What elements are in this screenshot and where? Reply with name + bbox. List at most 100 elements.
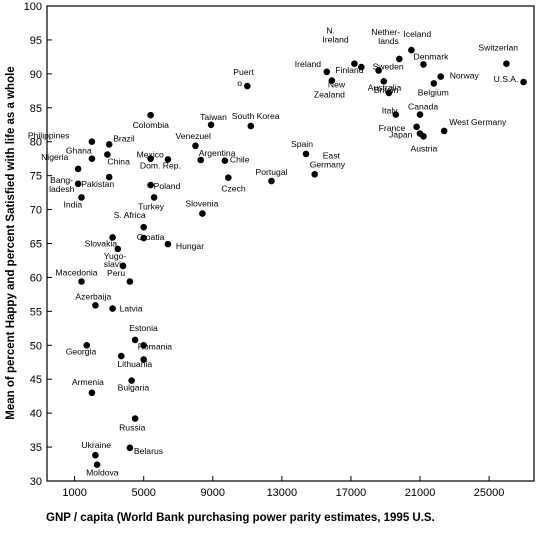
- data-point: [164, 156, 172, 163]
- y-tick-label: 65: [30, 239, 42, 251]
- y-tick-label: 100: [24, 1, 42, 13]
- data-point: [140, 342, 147, 349]
- point-label: Denmark: [414, 51, 450, 61]
- data-point: [88, 389, 96, 397]
- data-point: [323, 68, 331, 76]
- data-point: [126, 444, 134, 452]
- data-point: [104, 151, 111, 158]
- data-point: [92, 451, 99, 459]
- point-labels: IcelandSwitzerlanNether-landsDenmarkN.Ir…: [28, 26, 519, 478]
- point-label: Slovenia: [185, 199, 218, 209]
- x-tick-label: 5000: [131, 487, 155, 499]
- point-label: Taiwan: [200, 112, 227, 122]
- data-point: [302, 150, 310, 158]
- point-label: East: [323, 150, 341, 160]
- data-point: [351, 60, 358, 67]
- point-label: Slovakia: [85, 238, 118, 248]
- y-tick-label: 85: [30, 103, 42, 115]
- point-label: Ukraine: [81, 440, 111, 450]
- data-point: [385, 89, 393, 97]
- point-label: Argentina: [199, 148, 236, 158]
- x-axis-title: GNP / capita (World Bank purchasing powe…: [46, 512, 435, 524]
- x-tick-label: 17000: [336, 487, 367, 499]
- y-tick-label: 75: [30, 171, 42, 183]
- point-label: Britain: [374, 85, 399, 95]
- point-label: Philippines: [28, 131, 70, 141]
- data-point: [375, 67, 382, 74]
- y-tick-label: 35: [30, 442, 42, 454]
- point-label: Peru: [107, 268, 125, 278]
- point-label: Ghana: [66, 146, 92, 156]
- data-point: [131, 415, 139, 422]
- point-label: Switzerlan: [478, 43, 518, 53]
- x-tick-label: 1000: [62, 487, 86, 499]
- point-label: Japan: [389, 130, 413, 140]
- point-label: Germany: [310, 159, 346, 169]
- point-label: India: [64, 199, 83, 209]
- point-label: Moldova: [86, 468, 119, 478]
- data-point: [140, 356, 147, 363]
- y-tick-label: 55: [30, 306, 42, 318]
- point-label: Macedonia: [56, 268, 98, 278]
- point-label: Norway: [450, 71, 480, 81]
- data-point: [88, 138, 96, 145]
- point-label: Bang-: [50, 175, 73, 185]
- point-label: Zealand: [314, 90, 345, 100]
- data-point: [420, 133, 427, 140]
- data-point: [88, 155, 96, 162]
- data-point: [147, 155, 154, 162]
- data-point: [225, 174, 232, 181]
- point-label: Czech: [221, 184, 246, 194]
- data-point: [118, 352, 125, 360]
- point-label: Yugo-: [104, 251, 127, 261]
- data-point: [408, 46, 415, 54]
- data-points: [74, 46, 527, 469]
- data-point: [150, 194, 158, 201]
- data-point: [147, 111, 154, 119]
- point-label: Ireland: [322, 35, 348, 45]
- point-label: Puert: [233, 67, 254, 77]
- data-point: [244, 82, 251, 90]
- data-point: [396, 55, 403, 63]
- point-label: Australia: [368, 82, 402, 92]
- data-point: [268, 177, 275, 185]
- data-point: [247, 122, 255, 130]
- point-label: West Germany: [449, 117, 507, 127]
- point-label: Colombia: [133, 120, 170, 130]
- data-point: [105, 141, 113, 148]
- point-label: New: [328, 80, 346, 90]
- data-point: [119, 262, 127, 270]
- data-point: [520, 78, 527, 86]
- data-point: [440, 127, 448, 135]
- point-label: Brazil: [113, 133, 135, 143]
- point-label: France: [379, 123, 406, 133]
- point-label: Lithuania: [117, 359, 152, 369]
- point-label: China: [107, 157, 130, 167]
- point-label: Belarus: [134, 446, 163, 456]
- point-label: Nigeria: [41, 152, 68, 162]
- data-point: [126, 278, 134, 285]
- data-point: [221, 157, 229, 164]
- data-point: [128, 377, 135, 384]
- data-point: [328, 77, 336, 84]
- point-label: lands: [378, 36, 399, 46]
- data-point: [380, 78, 388, 85]
- point-label: Venezuel: [176, 131, 211, 141]
- y-tick-label: 50: [30, 340, 42, 352]
- data-point: [105, 173, 113, 181]
- point-label: Nether-: [371, 27, 400, 37]
- point-label: Austria: [411, 143, 438, 153]
- x-tick-label: 21000: [405, 487, 436, 499]
- point-label: N.: [326, 26, 335, 36]
- point-label: Latvia: [120, 304, 143, 314]
- point-label: Ireland: [295, 59, 321, 69]
- data-point: [78, 194, 85, 201]
- point-label: Azerbaija: [75, 291, 111, 301]
- data-point: [503, 60, 510, 67]
- data-point: [416, 111, 424, 118]
- point-label: slavia: [104, 259, 126, 269]
- y-tick-label: 30: [30, 476, 42, 488]
- data-point: [131, 336, 139, 344]
- data-point: [430, 80, 438, 87]
